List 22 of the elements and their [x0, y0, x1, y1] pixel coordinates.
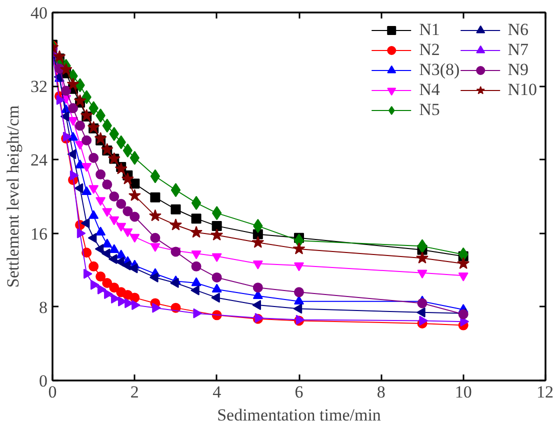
x-tick-label: 2: [130, 382, 139, 402]
x-tick-label: 4: [212, 382, 222, 402]
x-tick-label: 8: [376, 382, 386, 402]
legend-label: N4: [419, 80, 440, 100]
x-axis-title: Sedimentation time/min: [217, 406, 382, 424]
legend-label: N6: [508, 20, 528, 40]
x-tick-label: 6: [294, 382, 304, 402]
y-tick-label: 16: [30, 224, 48, 244]
y-axis-title: Settlement level height/cm: [4, 105, 22, 288]
x-tick-label: 12: [536, 382, 553, 402]
legend-label: N3(8): [419, 60, 460, 80]
y-tick-label: 40: [30, 4, 48, 22]
legend-label: N1: [419, 20, 440, 40]
legend-label: N5: [419, 100, 440, 120]
legend-label: N9: [508, 60, 528, 80]
y-tick-label: 24: [30, 150, 48, 170]
x-tick-label: 10: [454, 382, 472, 402]
y-tick-label: 32: [30, 77, 48, 96]
y-tick-label: 8: [39, 298, 48, 317]
legend-label: N2: [419, 40, 440, 60]
legend-label: N10: [508, 80, 537, 100]
legend-label: N7: [508, 40, 528, 60]
